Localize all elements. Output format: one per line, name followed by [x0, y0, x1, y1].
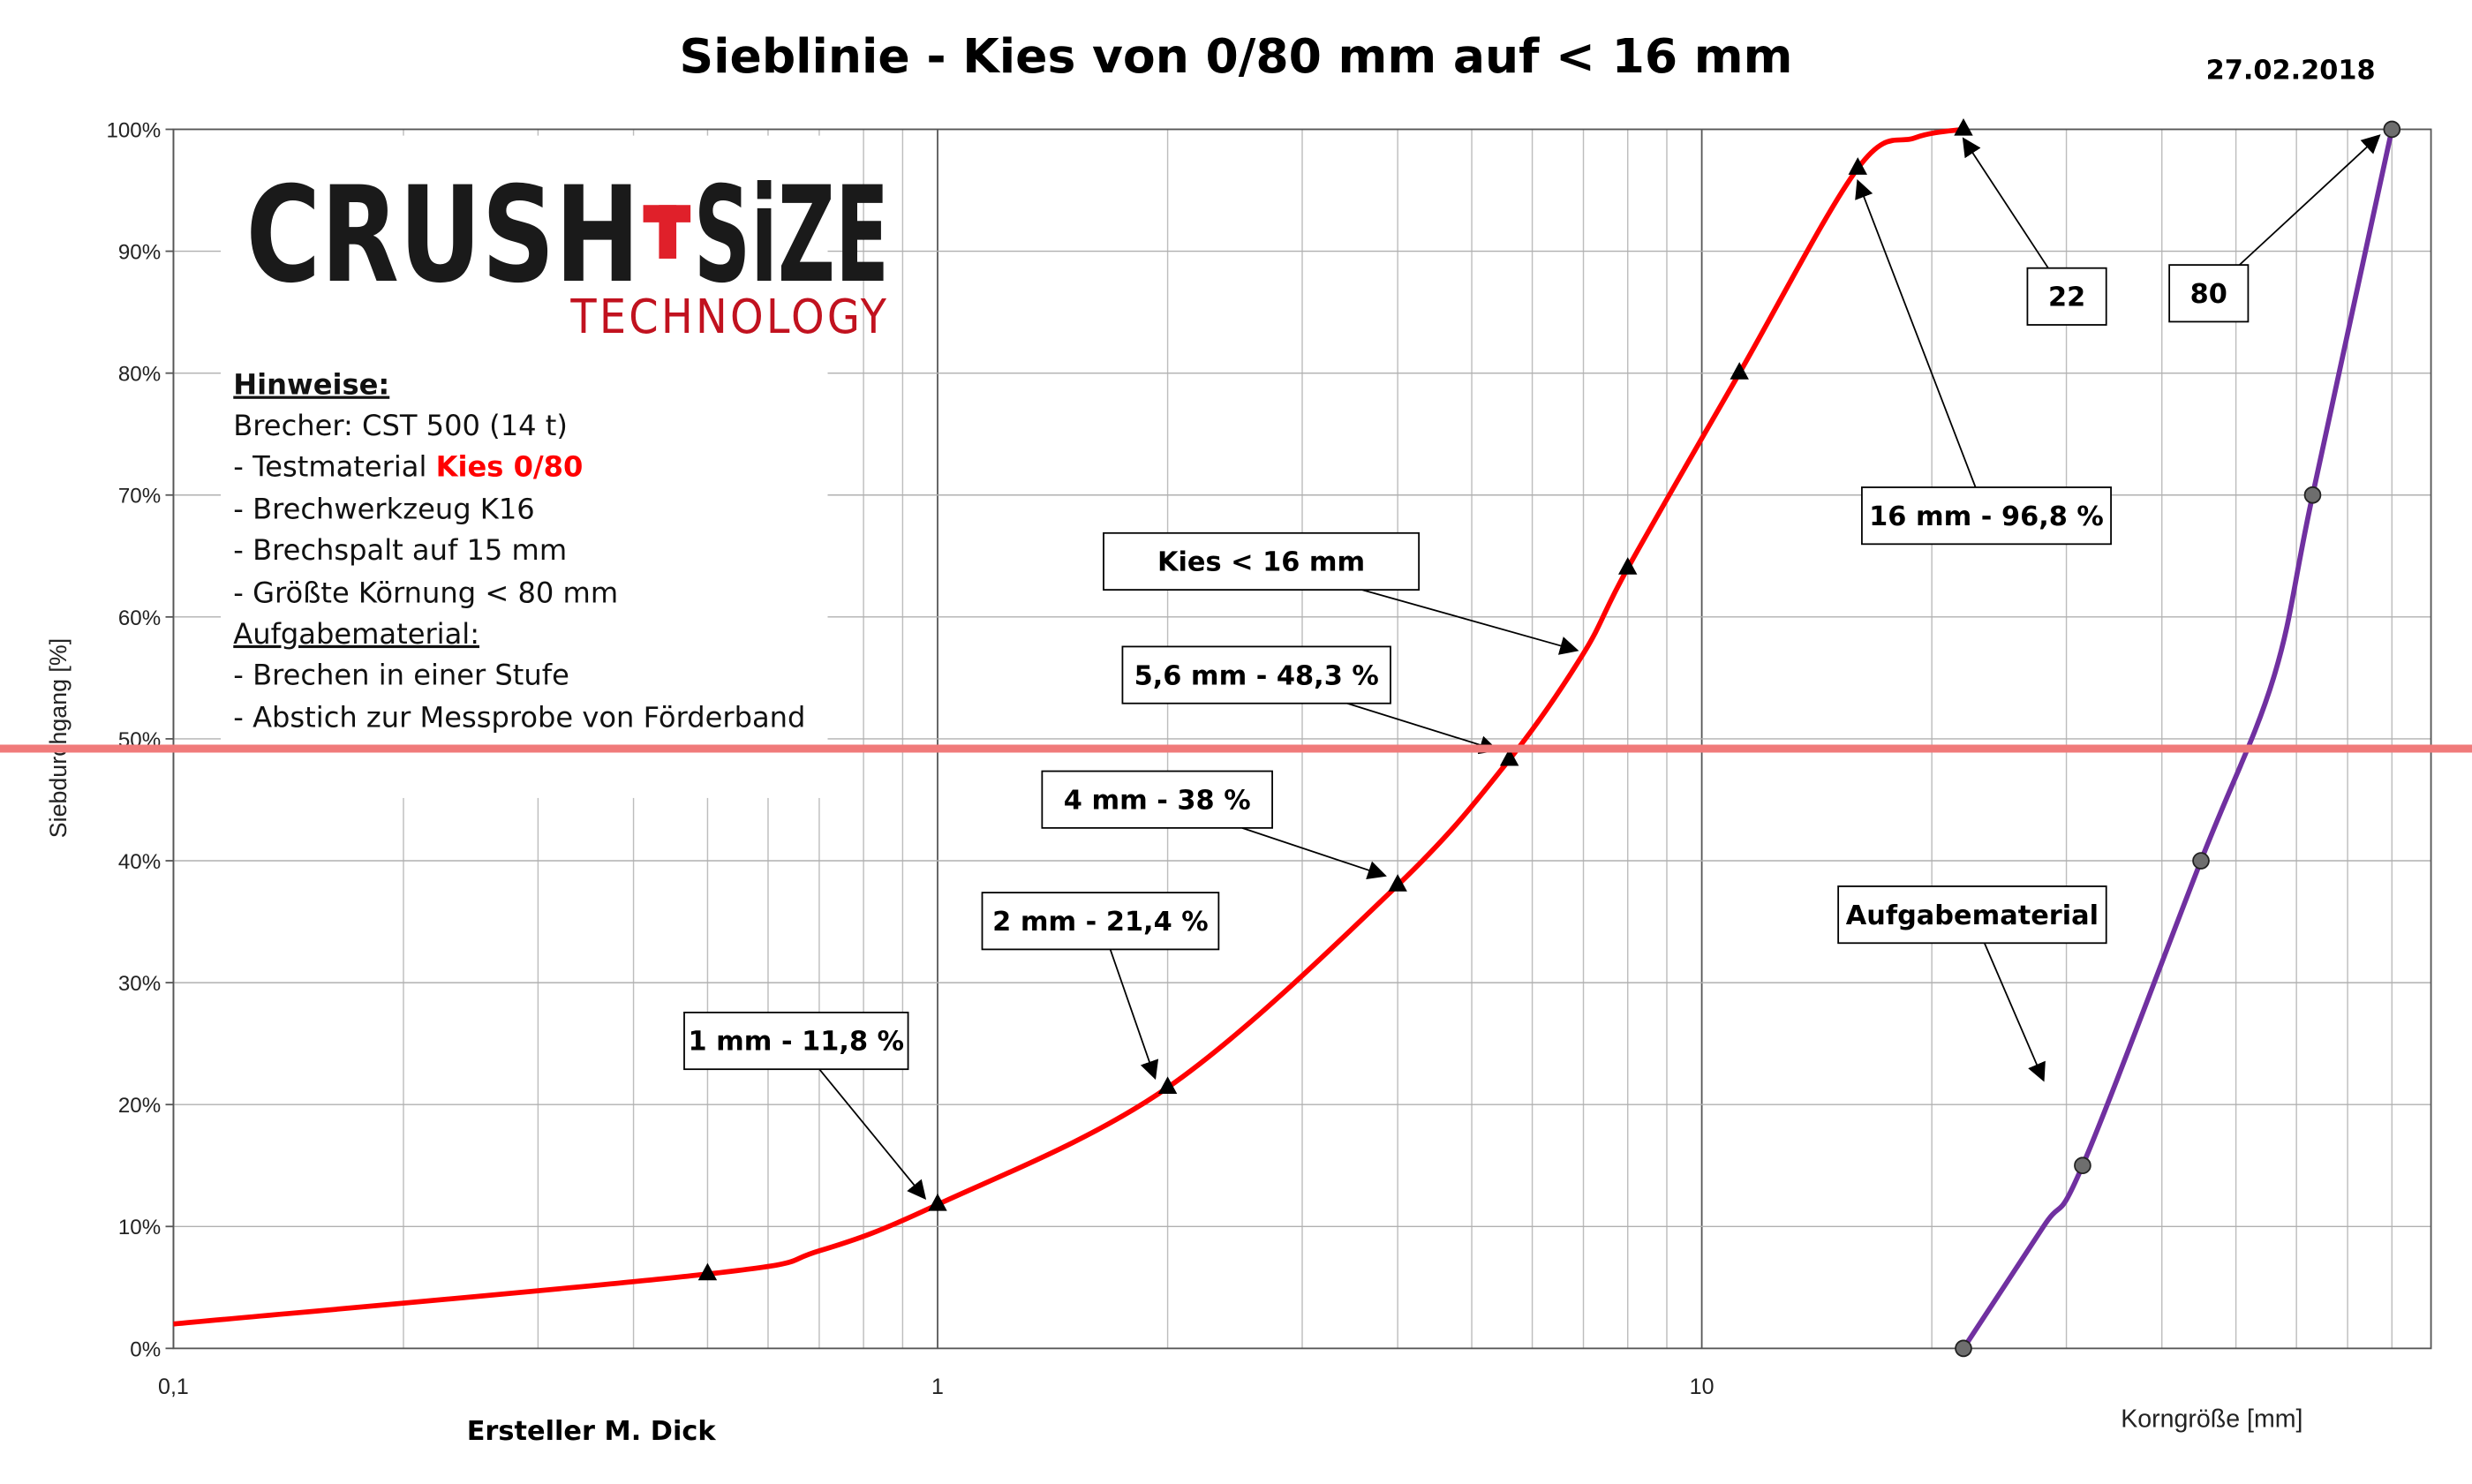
annotation-box [1041, 770, 1273, 829]
annotation-box [2026, 267, 2107, 326]
y-tick-label: 10% [118, 1216, 161, 1239]
notes-line-6: - Brechen in einer Stufe [233, 658, 569, 691]
annotation-label: Kies < 16 mm [1157, 547, 1365, 578]
notes-subheading: Aufgabematerial: [233, 617, 479, 651]
notes-panel [221, 135, 828, 798]
series-point-circle [2192, 852, 2210, 870]
notes-line-2-text: - Testmaterial [233, 449, 435, 483]
annotation-label: 22 [2048, 282, 2085, 313]
y-tick-label: 90% [118, 241, 161, 265]
y-tick-label: 40% [118, 850, 161, 874]
chart-title: Sieblinie - Kies von 0/80 mm auf < 16 mm [680, 28, 1793, 84]
annotation-arrow [2238, 134, 2381, 266]
logo-word-right: SiZE [694, 159, 889, 313]
x-tick-label: 1 [931, 1375, 944, 1399]
annotation-box [981, 892, 1220, 951]
y-tick-label: 70% [118, 485, 161, 508]
annotation-box [2168, 264, 2250, 323]
annotation-arrow [1855, 178, 1977, 488]
y-tick-label: 20% [118, 1094, 161, 1118]
author-label: Ersteller M. Dick [467, 1416, 717, 1447]
annotation-box [1861, 486, 2112, 546]
series-point-circle [2074, 1156, 2091, 1175]
series-point-triangle [1848, 157, 1867, 175]
notes-line-3: - Brechwerkzeug K16 [233, 493, 534, 526]
annotation-box [1121, 645, 1391, 704]
logo-subline: TECHNOLOGY [570, 289, 890, 344]
logo-cross-icon [643, 205, 691, 259]
x-tick-label: 0,1 [158, 1375, 189, 1399]
series-point-circle [2383, 120, 2401, 139]
annotation-arrow [1109, 949, 1159, 1081]
annotation-label: 16 mm - 96,8 % [1869, 501, 2104, 532]
y-tick-label: 0% [130, 1337, 161, 1361]
annotation-label: 5,6 mm - 48,3 % [1134, 660, 1379, 691]
chart-date: 27.02.2018 [2206, 55, 2376, 86]
annotation-arrow [1241, 827, 1387, 879]
notes-line-4: - Brechspalt auf 15 mm [233, 533, 567, 567]
logo-word-left: CRUSH [246, 159, 640, 313]
annotation-label: Aufgabematerial [1846, 900, 2099, 931]
series-point-triangle [1499, 748, 1519, 766]
series-point-triangle [1157, 1076, 1178, 1095]
y-tick-label: 80% [118, 363, 161, 387]
annotation-box [1103, 531, 1421, 591]
annotation-box [1837, 885, 2107, 945]
y-axis-label: Siebdurchgang [%] [45, 638, 72, 838]
annotation-label: 1 mm - 11,8 % [689, 1027, 905, 1058]
annotation-arrow [818, 1068, 927, 1200]
notes-block: Hinweise: Brecher: CST 500 (14 t) - Test… [233, 368, 805, 734]
y-tick-label: 60% [118, 606, 161, 630]
annotation-label: 4 mm - 38 % [1064, 785, 1251, 816]
notes-line-7: - Abstich zur Messprobe von Förderband [233, 701, 805, 734]
annotation-arrow [1983, 942, 2046, 1082]
series-point-triangle [928, 1193, 947, 1211]
notes-line-1: Brecher: CST 500 (14 t) [233, 409, 568, 442]
annotations-group: 1 mm - 11,8 % 2 mm - 21,4 % 4 mm - 38 % 5,6… [683, 134, 2381, 1200]
series-line-1 [173, 126, 1964, 1327]
notes-material-highlight: Kies 0/80 [436, 449, 584, 483]
series-point-circle [1955, 1339, 1972, 1358]
annotation-label: 2 mm - 21,4 % [992, 907, 1209, 938]
y-tick-label: 100% [106, 118, 161, 142]
series-point-triangle [1617, 557, 1638, 575]
crushsize-logo: CRUSH SiZE TECHNOLOGY [246, 159, 890, 344]
y-tick-label: 30% [118, 972, 161, 996]
notes-line-5: - Größte Körnung < 80 mm [233, 576, 618, 609]
x-axis-label: Korngröße [mm] [2121, 1405, 2302, 1434]
annotation-arrow [1346, 702, 1499, 755]
series-point-triangle [1730, 362, 1749, 380]
series-line-2 [1961, 128, 2395, 1350]
series-point-triangle [1954, 117, 1973, 136]
notes-heading: Hinweise: [233, 368, 389, 402]
series-group [173, 117, 2401, 1358]
annotation-label: 80 [2190, 279, 2227, 310]
annotation-box [683, 1011, 909, 1071]
series-point-triangle [1388, 874, 1407, 892]
notes-line-2: - Testmaterial Kies 0/80 [233, 449, 583, 483]
y-tick-labels: 0%10%20%30%40%50%60%70%80%90%100% [106, 118, 161, 1361]
annotation-arrow [1962, 137, 2049, 269]
series-point-circle [2303, 486, 2322, 504]
series-point-triangle [697, 1262, 718, 1281]
x-tick-labels: 0,1 1 10 [158, 1375, 1714, 1399]
annotation-arrow [1361, 589, 1579, 655]
plot-frame [172, 128, 2432, 1350]
x-tick-label: 10 [1690, 1375, 1715, 1399]
